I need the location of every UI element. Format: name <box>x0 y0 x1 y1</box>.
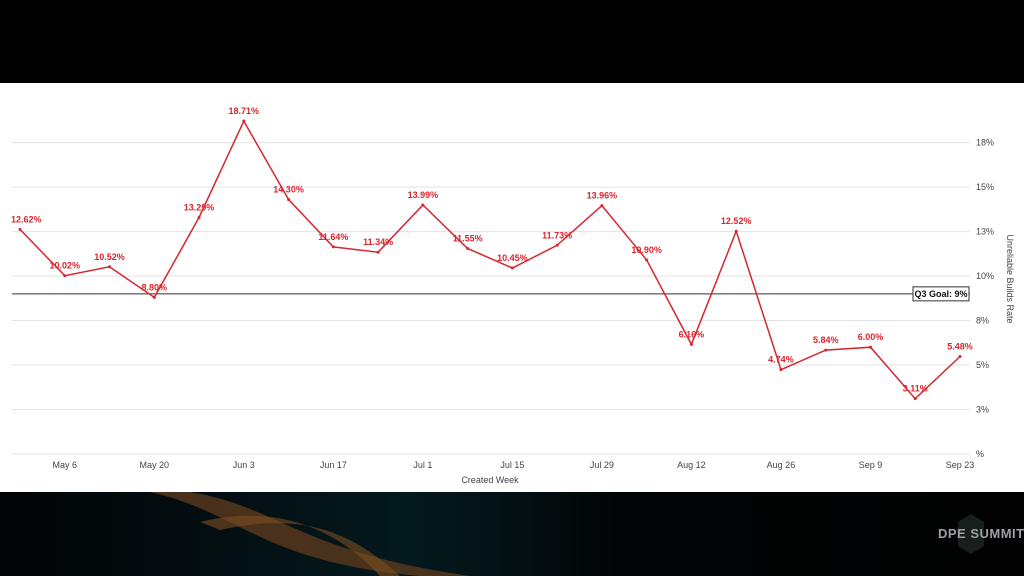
data-label: 10.52% <box>94 252 125 262</box>
y-tick-label: 15% <box>976 182 994 192</box>
y-tick-label: 18% <box>976 138 994 148</box>
data-point <box>734 229 738 233</box>
data-point <box>913 397 917 401</box>
x-tick-label: Jul 1 <box>413 460 432 470</box>
y-tick-label: 13% <box>976 227 994 237</box>
top-black-band <box>0 0 1024 83</box>
x-tick-label: Aug 26 <box>767 460 796 470</box>
data-point <box>645 258 649 262</box>
bottom-banner: DPE SUMMIT <box>0 492 1024 576</box>
y-axis-label: Unreliable Builds Rate <box>1005 234 1015 323</box>
y-axis-ticks: % 3% 5% 8% 10% 13% 15% 18% <box>976 138 994 459</box>
data-point <box>958 354 962 358</box>
y-tick-label: 8% <box>976 316 989 326</box>
y-tick-label: % <box>976 449 984 459</box>
data-point <box>466 246 470 250</box>
data-label: 13.29% <box>184 203 215 213</box>
data-label: 4.74% <box>768 355 794 365</box>
data-label: 10.90% <box>631 245 662 255</box>
data-point <box>242 119 246 123</box>
data-label: 11.73% <box>542 230 572 240</box>
data-point <box>779 368 783 372</box>
data-label: 13.99% <box>408 190 439 200</box>
goal-label-box: Q3 Goal: 9% <box>912 286 970 302</box>
data-point <box>421 203 425 207</box>
series-line <box>19 119 961 400</box>
x-tick-label: Jun 17 <box>320 460 347 470</box>
data-point <box>63 274 67 278</box>
data-point <box>18 227 22 231</box>
data-point <box>331 245 335 249</box>
data-label: 10.45% <box>497 253 528 263</box>
x-tick-label: Sep 23 <box>946 460 975 470</box>
data-label: 5.48% <box>947 341 973 351</box>
data-point <box>287 198 291 202</box>
x-tick-label: Jun 3 <box>233 460 255 470</box>
x-axis-ticks: May 6 May 20 Jun 3 Jun 17 Jul 1 Jul 15 Jul 29 A… <box>53 460 975 470</box>
data-point <box>376 250 380 254</box>
data-labels: 12.62% 10.02% 10.52% 8.80% 13.29% 18.71% 14.30… <box>11 106 973 394</box>
x-tick-label: Jul 29 <box>590 460 614 470</box>
data-points <box>18 119 962 401</box>
data-point <box>868 345 872 349</box>
x-tick-label: May 6 <box>53 460 78 470</box>
x-tick-label: Aug 12 <box>677 460 706 470</box>
chart-panel: % 3% 5% 8% 10% 13% 15% 18% May 6 May 20 Jun 3 Jun … <box>0 83 1024 492</box>
y-tick-label: 3% <box>976 405 989 415</box>
logo-badge-icon <box>958 514 984 554</box>
data-label: 6.16% <box>679 329 705 339</box>
data-point <box>600 204 604 208</box>
data-point <box>152 295 156 299</box>
goal-label: Q3 Goal: 9% <box>914 289 967 299</box>
data-point <box>197 216 201 220</box>
y-tick-label: 10% <box>976 271 994 281</box>
data-label: 18.71% <box>229 106 260 116</box>
data-point <box>555 243 559 247</box>
data-label: 3.11% <box>903 384 928 394</box>
data-label: 12.62% <box>11 214 42 224</box>
x-tick-label: Sep 9 <box>859 460 883 470</box>
data-label: 13.96% <box>587 191 618 201</box>
dpe-summit-logo: DPE SUMMIT <box>938 512 1024 556</box>
decorative-swoosh <box>150 492 470 576</box>
data-point <box>510 266 514 270</box>
logo-text: DPE SUMMIT <box>938 526 1024 541</box>
y-tick-label: 5% <box>976 360 989 370</box>
data-label: 10.02% <box>49 261 80 271</box>
data-label: 12.52% <box>721 216 752 226</box>
x-tick-label: Jul 15 <box>500 460 524 470</box>
data-label: 11.34% <box>363 237 393 247</box>
goal-label-background <box>912 286 970 302</box>
data-label: 11.64% <box>318 232 348 242</box>
data-label: 6.00% <box>858 332 884 342</box>
gridlines <box>12 142 970 455</box>
data-point <box>824 348 828 352</box>
data-label: 5.84% <box>813 335 839 345</box>
data-label: 11.55% <box>453 233 483 243</box>
x-tick-label: May 20 <box>140 460 170 470</box>
data-label: 8.80% <box>142 282 168 292</box>
x-axis-label: Created Week <box>461 475 519 485</box>
data-point <box>108 265 112 269</box>
data-label: 14.30% <box>273 185 304 195</box>
data-point <box>689 342 693 346</box>
line-chart: % 3% 5% 8% 10% 13% 15% 18% May 6 May 20 Jun 3 Jun … <box>11 106 1015 485</box>
